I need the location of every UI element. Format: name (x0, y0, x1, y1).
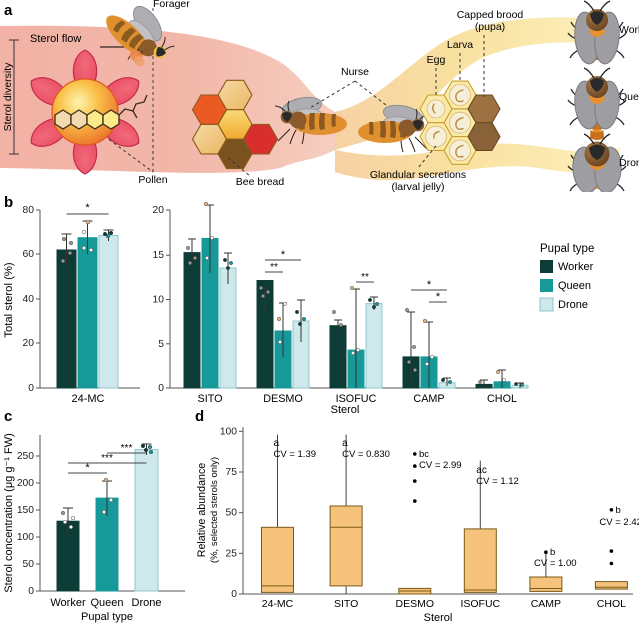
svg-text:Pupal type: Pupal type (540, 243, 594, 255)
svg-text:Forager: Forager (153, 0, 190, 10)
svg-text:b: b (616, 505, 621, 516)
svg-text:b: b (550, 547, 555, 558)
svg-text:5: 5 (158, 339, 164, 350)
svg-text:*: * (427, 279, 432, 291)
svg-text:50: 50 (226, 508, 238, 519)
svg-text:Queen: Queen (619, 91, 639, 103)
svg-text:Worker: Worker (619, 24, 639, 36)
svg-text:*: * (281, 249, 286, 261)
svg-text:CAMP: CAMP (531, 598, 561, 610)
svg-text:0: 0 (231, 589, 237, 600)
svg-text:CHOL: CHOL (597, 598, 626, 610)
svg-text:Drone: Drone (558, 299, 588, 311)
svg-text:Pupal type: Pupal type (81, 611, 133, 623)
svg-text:0: 0 (158, 383, 164, 394)
svg-text:a: a (274, 438, 280, 449)
svg-text:Drone: Drone (132, 597, 162, 609)
svg-text:(larval jelly): (larval jelly) (391, 181, 444, 192)
svg-text:Sterol diversity: Sterol diversity (2, 62, 14, 132)
svg-text:24-MC: 24-MC (71, 393, 104, 405)
svg-text:(%, selected sterols only): (%, selected sterols only) (209, 457, 220, 563)
svg-text:**: ** (361, 272, 369, 283)
svg-text:DESMO: DESMO (396, 598, 435, 610)
svg-text:*: * (85, 462, 90, 474)
svg-text:SITO: SITO (334, 598, 358, 610)
svg-text:Relative abundance: Relative abundance (196, 463, 208, 558)
svg-text:Total sterol (%): Total sterol (%) (3, 262, 15, 338)
svg-text:Sterol flow: Sterol flow (30, 33, 81, 45)
svg-text:CV = 2.99: CV = 2.99 (419, 460, 462, 471)
svg-text:ISOFUC: ISOFUC (460, 598, 500, 610)
svg-text:15: 15 (153, 250, 165, 261)
svg-text:SITO: SITO (198, 393, 223, 405)
svg-text:100: 100 (220, 426, 237, 437)
svg-text:Egg: Egg (427, 54, 446, 66)
svg-text:CV = 0.830: CV = 0.830 (342, 449, 390, 460)
svg-text:60: 60 (23, 249, 35, 260)
svg-text:Pollen: Pollen (138, 174, 167, 186)
svg-text:Worker: Worker (50, 597, 86, 609)
svg-text:a: a (342, 438, 348, 449)
svg-text:DESMO: DESMO (263, 393, 303, 405)
svg-text:Sterol concentration (μg g⁻¹ F: Sterol concentration (μg g⁻¹ FW) (3, 433, 15, 592)
svg-text:**: ** (270, 262, 278, 273)
svg-text:***: *** (121, 443, 133, 454)
svg-text:CAMP: CAMP (413, 393, 444, 405)
svg-text:20: 20 (23, 338, 35, 349)
svg-text:24-MC: 24-MC (262, 598, 294, 610)
svg-text:CV = 2.42: CV = 2.42 (599, 517, 639, 528)
svg-text:50: 50 (23, 559, 35, 570)
svg-text:10: 10 (153, 295, 165, 306)
svg-text:100: 100 (17, 532, 34, 543)
svg-text:200: 200 (17, 478, 34, 489)
svg-text:*: * (436, 291, 441, 303)
svg-text:CHOL: CHOL (487, 393, 517, 405)
svg-text:CV = 1.39: CV = 1.39 (274, 449, 317, 460)
svg-text:CV = 1.00: CV = 1.00 (534, 558, 577, 569)
svg-text:150: 150 (17, 505, 34, 516)
svg-text:Capped brood: Capped brood (457, 9, 524, 21)
svg-text:250: 250 (17, 451, 34, 462)
svg-text:20: 20 (153, 205, 165, 216)
svg-text:0: 0 (28, 383, 34, 394)
svg-text:Queen: Queen (558, 280, 591, 292)
svg-text:Glandular secretions: Glandular secretions (370, 169, 466, 181)
svg-text:(pupa): (pupa) (475, 21, 505, 33)
svg-text:Worker: Worker (558, 261, 594, 273)
svg-text:25: 25 (226, 548, 238, 559)
svg-text:Nurse: Nurse (341, 66, 369, 78)
svg-text:bc: bc (419, 449, 429, 460)
svg-text:40: 40 (23, 294, 35, 305)
svg-text:Drone: Drone (619, 157, 639, 169)
svg-text:CV = 1.12: CV = 1.12 (476, 476, 519, 487)
svg-text:Bee bread: Bee bread (236, 176, 285, 188)
svg-text:Larva: Larva (447, 39, 473, 51)
svg-text:Sterol: Sterol (424, 612, 453, 624)
svg-text:*: * (85, 202, 90, 214)
svg-text:80: 80 (23, 205, 35, 216)
svg-text:75: 75 (226, 467, 238, 478)
svg-text:ac: ac (476, 465, 487, 476)
svg-text:Queen: Queen (90, 597, 123, 609)
svg-text:***: *** (101, 453, 113, 464)
svg-text:0: 0 (28, 586, 34, 597)
